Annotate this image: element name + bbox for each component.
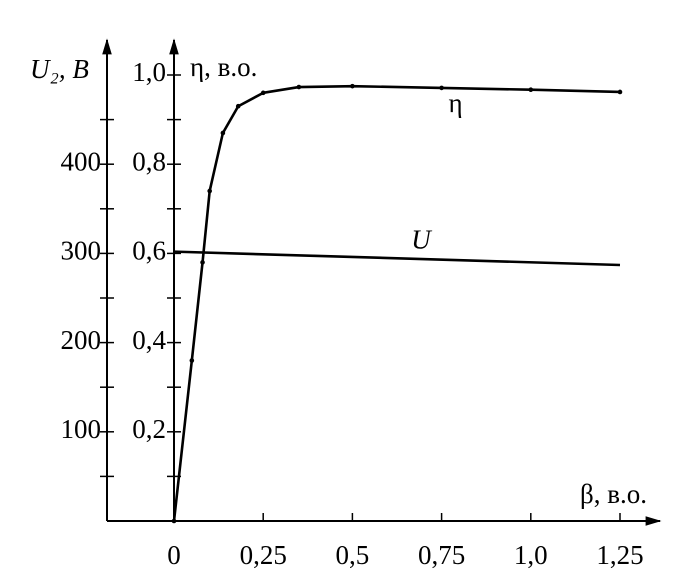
series-point	[235, 103, 241, 109]
y2-tick-label: 0,4	[132, 325, 166, 355]
y2-tick-label: 0,8	[132, 146, 166, 176]
series-point	[207, 188, 212, 194]
series-point	[200, 260, 205, 265]
series-point	[296, 84, 302, 90]
y2-tick-label: 0,6	[132, 236, 166, 266]
x-tick-label: 0,25	[240, 540, 287, 570]
x-axis-label: β, в.о.	[580, 479, 647, 509]
y-tick-label: 200	[61, 325, 102, 355]
series-line	[172, 84, 621, 522]
y2-tick-label: 1,0	[132, 57, 166, 87]
y-axis-label: U₂, B	[30, 54, 89, 84]
y2-axis-label: η, в.о.	[190, 52, 257, 82]
series-point	[439, 85, 444, 91]
x-tick-label: 1,25	[596, 540, 643, 570]
x-tick-label: 1,0	[514, 540, 548, 570]
series-point	[350, 83, 355, 89]
series-label: η	[449, 88, 463, 118]
x-tick-label: 0	[167, 540, 181, 570]
y-tick-label: 300	[61, 236, 102, 266]
series-point	[260, 90, 266, 96]
series-point	[171, 518, 177, 524]
y2-tick-label: 0,2	[132, 414, 166, 444]
series-point	[528, 87, 534, 93]
y-tick-label: 100	[61, 414, 102, 444]
x-tick-label: 0,5	[336, 540, 370, 570]
series-line	[173, 250, 621, 267]
series-label: U	[411, 225, 432, 255]
x-tick-label: 0,75	[418, 540, 465, 570]
series-point	[189, 358, 195, 363]
series-point	[617, 89, 623, 95]
y-tick-label: 400	[61, 146, 102, 176]
series-point	[220, 130, 226, 136]
